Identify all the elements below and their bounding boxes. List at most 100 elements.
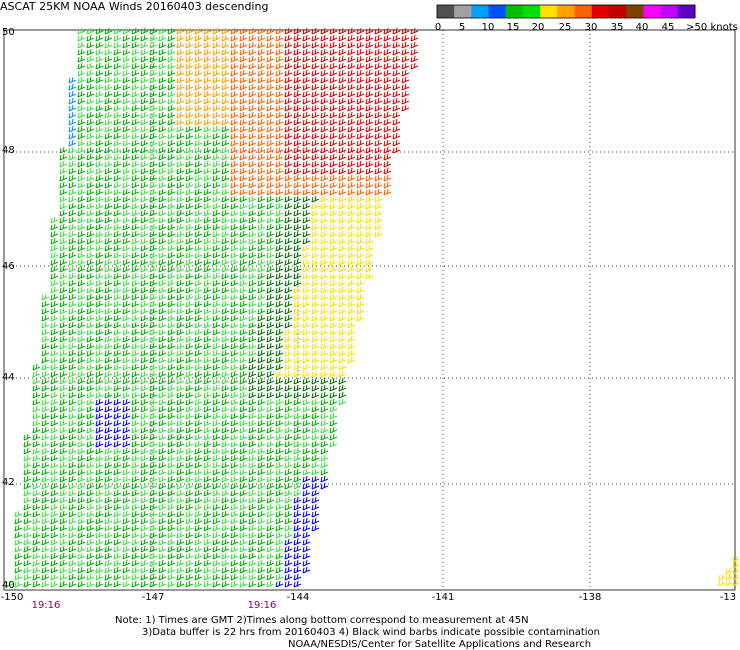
wind-barb — [311, 258, 320, 266]
wind-barb-shaft — [131, 188, 140, 196]
wind-barb — [122, 272, 131, 280]
wind-barb — [374, 34, 383, 42]
wind-barb — [374, 209, 383, 217]
wind-barb — [50, 433, 59, 441]
wind-barb-shaft — [221, 433, 230, 441]
wind-barb — [320, 111, 329, 119]
wind-barb-shaft — [212, 405, 221, 413]
wind-barb — [320, 286, 329, 294]
wind-barb-shaft — [221, 412, 230, 420]
wind-barb — [221, 314, 230, 322]
wind-barb — [149, 405, 158, 413]
wind-barb-shaft — [248, 216, 257, 224]
wind-barb — [140, 118, 149, 126]
wind-barb — [203, 300, 212, 308]
wind-barb-shaft — [149, 216, 158, 224]
wind-barb-shaft — [212, 146, 221, 154]
wind-barb — [284, 468, 293, 476]
wind-barb — [257, 118, 266, 126]
wind-barb-shaft — [221, 503, 230, 511]
wind-barb-shaft — [122, 139, 131, 147]
wind-barb — [329, 433, 338, 441]
wind-barb-shaft — [311, 475, 320, 483]
wind-barb — [356, 216, 365, 224]
wind-barb — [266, 230, 275, 238]
wind-barb — [212, 55, 221, 63]
wind-barb-shaft — [86, 230, 95, 238]
wind-barb-shaft — [284, 146, 293, 154]
wind-barb-shaft — [239, 237, 248, 245]
wind-barb-shaft — [212, 482, 221, 490]
wind-barb-shaft — [194, 146, 203, 154]
wind-barb — [176, 76, 185, 84]
wind-barb-shaft — [203, 146, 212, 154]
wind-barb-shaft — [239, 328, 248, 336]
wind-barb-shaft — [302, 342, 311, 350]
wind-barb-shaft — [113, 321, 122, 329]
wind-barb-shaft — [257, 454, 266, 462]
wind-barb-shaft — [257, 62, 266, 70]
wind-barb-shaft — [158, 174, 167, 182]
wind-barb-shaft — [284, 230, 293, 238]
wind-barb-shaft — [140, 111, 149, 119]
wind-barb-shaft — [140, 461, 149, 469]
wind-barb-shaft — [140, 153, 149, 161]
wind-barb-shaft — [86, 202, 95, 210]
wind-barb — [131, 482, 140, 490]
wind-barb — [203, 209, 212, 217]
wind-barb-shaft — [59, 370, 68, 378]
wind-barb-shaft — [266, 377, 275, 385]
wind-barb — [266, 405, 275, 413]
wind-barb-shaft — [248, 503, 257, 511]
wind-barb — [140, 384, 149, 392]
wind-barb-shaft — [158, 132, 167, 140]
wind-barb — [59, 237, 68, 245]
wind-barb — [329, 356, 338, 364]
wind-barb — [329, 251, 338, 259]
wind-barb — [41, 314, 50, 322]
wind-barb-shaft — [77, 244, 86, 252]
wind-barb-shaft — [113, 370, 122, 378]
wind-barb-shaft — [50, 489, 59, 497]
wind-barb — [239, 321, 248, 329]
wind-barb — [131, 139, 140, 147]
wind-barb-shaft — [293, 377, 302, 385]
wind-barb-shaft — [266, 363, 275, 371]
wind-barb — [401, 76, 410, 84]
wind-barb-shaft — [104, 97, 113, 105]
wind-barb-shaft — [194, 132, 203, 140]
wind-barb — [266, 314, 275, 322]
wind-barb-shaft — [239, 167, 248, 175]
wind-barb-shaft — [185, 300, 194, 308]
wind-barb — [293, 363, 302, 371]
wind-barb-shaft — [140, 202, 149, 210]
wind-barb — [86, 188, 95, 196]
wind-barb-shaft — [212, 48, 221, 56]
wind-barb-shaft — [140, 69, 149, 77]
wind-barb-shaft — [185, 314, 194, 322]
wind-barb — [203, 55, 212, 63]
wind-barb — [221, 363, 230, 371]
wind-barb — [266, 391, 275, 399]
wind-barb-shaft — [41, 510, 50, 518]
wind-barb-shaft — [194, 223, 203, 231]
wind-barb-shaft — [293, 181, 302, 189]
wind-barb-shaft — [311, 370, 320, 378]
wind-barb-shaft — [320, 356, 329, 364]
wind-barb-shaft — [293, 342, 302, 350]
wind-barb-shaft — [320, 412, 329, 420]
wind-barb-shaft — [203, 405, 212, 413]
wind-barb — [230, 391, 239, 399]
wind-barb-shaft — [329, 426, 338, 434]
wind-barb — [248, 104, 257, 112]
wind-barb-shaft — [176, 489, 185, 497]
wind-barb — [284, 188, 293, 196]
wind-barb — [230, 62, 239, 70]
wind-barb — [185, 125, 194, 133]
wind-barb — [230, 447, 239, 455]
wind-barb-shaft — [104, 363, 113, 371]
wind-barb-shaft — [284, 426, 293, 434]
wind-barb — [329, 97, 338, 105]
wind-barb — [212, 279, 221, 287]
wind-barb-shaft — [266, 188, 275, 196]
